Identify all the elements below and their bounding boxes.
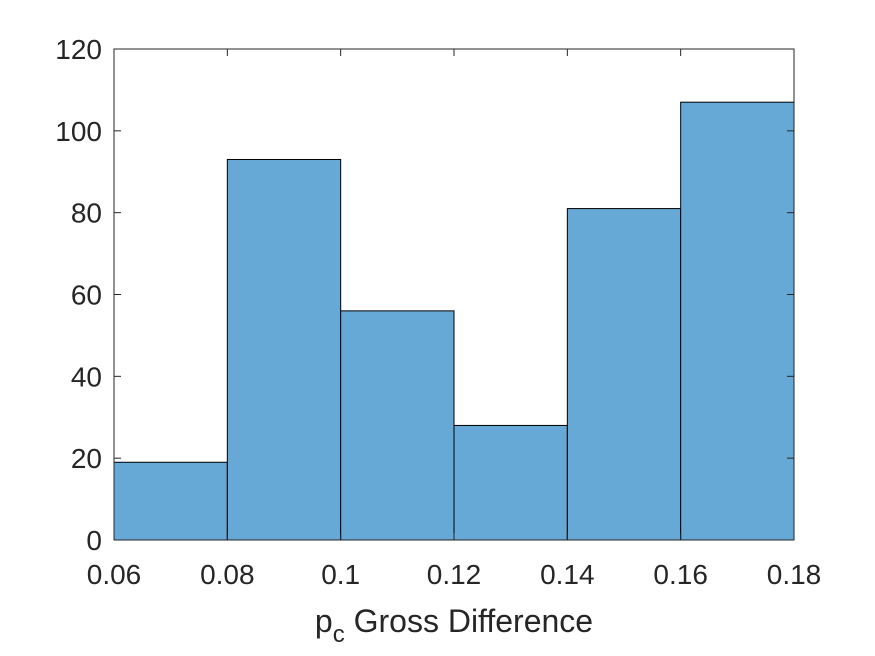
x-axis-ticks: 0.06 0.08 0.1 0.12 0.14 0.16 0.18 (87, 49, 822, 590)
histogram-bar (113, 461, 228, 541)
histogram-bar (680, 101, 795, 541)
y-tick-label: 60 (71, 280, 102, 311)
x-axis-label-subscript: c (333, 621, 345, 648)
histogram-bar (340, 310, 455, 541)
x-tick-label: 0.12 (427, 559, 482, 590)
y-tick-label: 80 (71, 198, 102, 229)
y-tick-label: 40 (71, 361, 102, 392)
x-tick-label: 0.08 (200, 559, 255, 590)
x-tick-label: 0.1 (321, 559, 360, 590)
y-tick-label: 100 (55, 116, 102, 147)
x-tick-label: 0.14 (540, 559, 595, 590)
y-tick-label: 0 (86, 525, 102, 556)
x-tick-label: 0.16 (653, 559, 708, 590)
x-tick-label: 0.06 (87, 559, 142, 590)
x-axis-label-main: p (315, 603, 333, 639)
histogram-bar (566, 208, 682, 541)
histogram-bar (226, 158, 342, 541)
x-tick-label: 0.18 (767, 559, 822, 590)
bars-group (113, 101, 795, 541)
y-tick-label: 20 (71, 443, 102, 474)
x-axis-label: pc Gross Difference (315, 603, 593, 648)
histogram-bar (453, 424, 568, 541)
y-tick-label: 120 (55, 34, 102, 65)
x-axis-label-rest: Gross Difference (345, 603, 593, 639)
y-axis-ticks: 0 20 40 60 80 100 120 (55, 34, 794, 556)
